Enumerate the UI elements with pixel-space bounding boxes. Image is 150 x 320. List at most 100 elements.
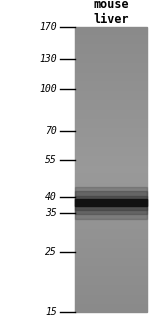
Bar <box>75 260 147 261</box>
Bar <box>75 114 147 115</box>
Bar <box>75 98 147 99</box>
Bar <box>75 44 147 45</box>
Bar <box>75 204 147 205</box>
Bar <box>75 136 147 137</box>
Bar <box>75 208 147 209</box>
Bar <box>75 112 147 113</box>
Bar <box>75 49 147 50</box>
Bar <box>75 265 147 266</box>
Bar <box>75 291 147 292</box>
Bar <box>75 277 147 278</box>
Bar <box>75 87 147 88</box>
Bar <box>75 77 147 78</box>
Bar <box>75 144 147 145</box>
Bar <box>75 258 147 259</box>
Bar <box>75 104 147 105</box>
Bar <box>75 305 147 306</box>
Bar <box>75 196 147 210</box>
Bar <box>75 174 147 175</box>
Bar <box>75 54 147 55</box>
Bar <box>75 55 147 56</box>
Bar <box>75 46 147 47</box>
Bar <box>75 81 147 82</box>
Bar <box>75 290 147 291</box>
Bar <box>75 99 147 100</box>
Bar <box>75 58 147 59</box>
Bar <box>75 132 147 133</box>
Bar <box>75 94 147 95</box>
Bar <box>75 274 147 275</box>
Bar <box>75 244 147 245</box>
Bar <box>75 157 147 158</box>
Bar <box>75 195 147 196</box>
Bar <box>75 41 147 42</box>
Bar <box>75 282 147 283</box>
Bar <box>75 255 147 256</box>
Bar <box>75 199 147 206</box>
Bar <box>75 79 147 80</box>
Bar <box>75 186 147 187</box>
Bar <box>75 281 147 282</box>
Bar <box>75 272 147 273</box>
Bar <box>75 90 147 91</box>
Bar <box>75 156 147 157</box>
Bar <box>75 178 147 179</box>
Bar <box>75 123 147 124</box>
Bar <box>75 30 147 31</box>
Bar <box>75 214 147 215</box>
Bar <box>75 84 147 85</box>
Bar <box>75 31 147 32</box>
Text: 70: 70 <box>45 126 57 136</box>
Bar <box>75 124 147 125</box>
Bar <box>75 232 147 233</box>
Bar <box>75 111 147 112</box>
Bar <box>75 271 147 272</box>
Bar <box>75 188 147 189</box>
Bar <box>75 57 147 58</box>
Bar <box>75 280 147 281</box>
Bar <box>75 249 147 250</box>
Bar <box>75 187 147 219</box>
Bar <box>75 138 147 139</box>
Bar <box>75 267 147 268</box>
Bar <box>75 203 147 204</box>
Bar <box>75 131 147 132</box>
Bar <box>75 160 147 161</box>
Bar <box>75 205 147 206</box>
Bar <box>75 34 147 35</box>
Bar <box>75 133 147 134</box>
Bar <box>75 67 147 68</box>
Bar <box>75 179 147 180</box>
Bar <box>75 293 147 294</box>
Bar <box>75 273 147 274</box>
Bar <box>75 261 147 262</box>
Bar <box>75 129 147 130</box>
Bar <box>75 247 147 248</box>
Bar <box>75 239 147 240</box>
Bar <box>75 206 147 207</box>
Bar <box>75 63 147 64</box>
Bar <box>75 229 147 230</box>
Bar <box>75 241 147 242</box>
Text: 25: 25 <box>45 247 57 257</box>
Bar <box>75 211 147 212</box>
Bar <box>75 223 147 224</box>
Bar <box>75 170 147 171</box>
Bar <box>75 91 147 92</box>
Bar <box>75 240 147 241</box>
Bar <box>75 130 147 131</box>
Bar <box>75 220 147 221</box>
Bar <box>75 139 147 140</box>
Bar <box>75 40 147 41</box>
Bar <box>75 307 147 308</box>
Bar <box>75 80 147 81</box>
Bar <box>75 146 147 147</box>
Bar <box>75 97 147 98</box>
Bar <box>75 141 147 142</box>
Bar <box>75 36 147 37</box>
Bar <box>75 213 147 214</box>
Bar <box>75 35 147 36</box>
Bar <box>75 279 147 280</box>
Bar <box>75 308 147 309</box>
Bar <box>75 165 147 166</box>
